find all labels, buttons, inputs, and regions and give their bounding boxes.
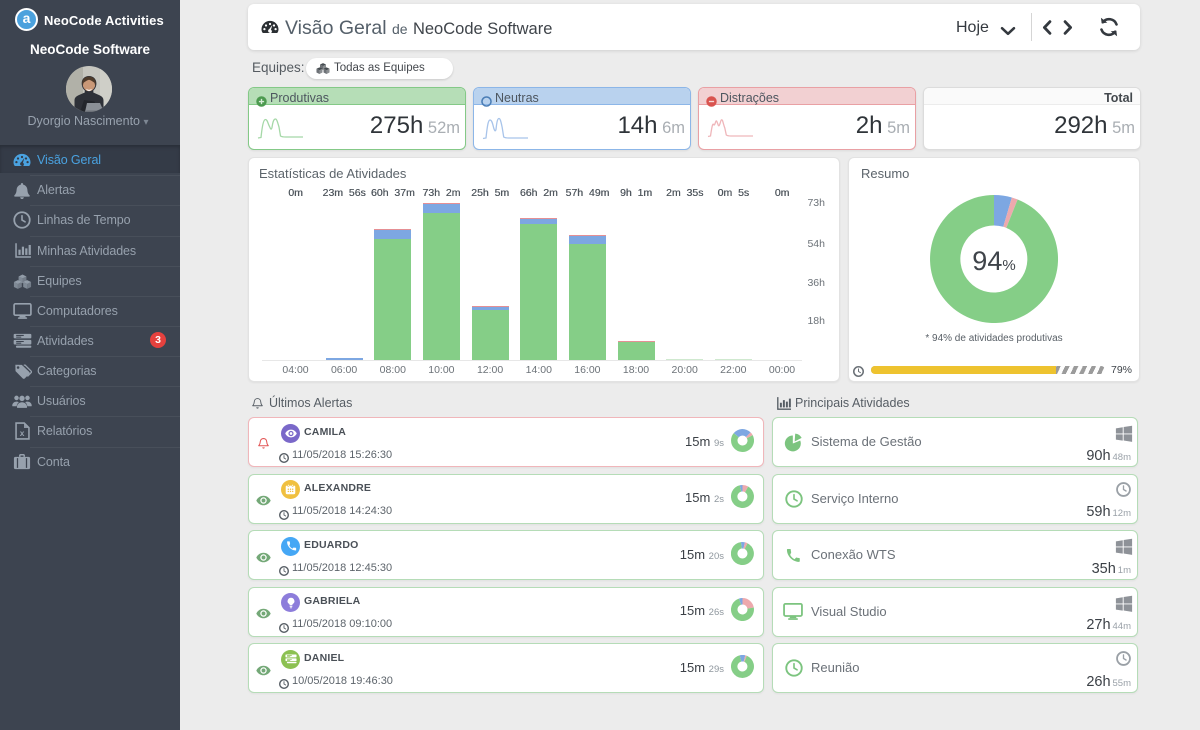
- svg-text:x: x: [19, 428, 24, 438]
